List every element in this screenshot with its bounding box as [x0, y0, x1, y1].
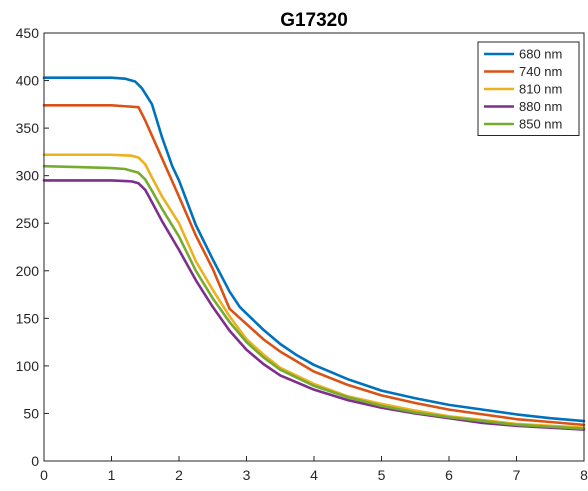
- y-tick-label: 250: [16, 215, 40, 231]
- x-tick-label: 1: [108, 467, 116, 483]
- y-tick-label: 350: [16, 120, 40, 136]
- legend-label: 680 nm: [519, 47, 562, 62]
- y-tick-label: 0: [31, 453, 39, 469]
- x-tick-label: 3: [243, 467, 251, 483]
- x-tick-label: 6: [445, 467, 453, 483]
- y-tick-label: 300: [16, 168, 40, 184]
- series-layer: [42, 76, 586, 431]
- series-line-0: [42, 76, 586, 423]
- y-tick-label: 450: [16, 25, 40, 41]
- series-line-1: [42, 103, 586, 427]
- legend-label: 880 nm: [519, 99, 562, 114]
- x-tick-label: 8: [580, 467, 588, 483]
- y-tick-label: 200: [16, 263, 40, 279]
- legend-label: 740 nm: [519, 64, 562, 79]
- chart-title: G17320: [280, 10, 348, 31]
- y-axis: 0 50 100 150 200 250 300 350 400 450: [16, 25, 49, 469]
- y-tick-label: 150: [16, 310, 40, 326]
- x-tick-label: 5: [378, 467, 386, 483]
- y-tick-label: 100: [16, 358, 40, 374]
- legend: 680 nm 740 nm 810 nm 880 nm 850 nm: [477, 41, 580, 136]
- y-tick-label: 50: [23, 405, 39, 421]
- series-line-4: [42, 164, 586, 430]
- legend-label: 850 nm: [519, 117, 562, 132]
- x-tick-label: 7: [513, 467, 521, 483]
- x-tick-label: 2: [175, 467, 183, 483]
- x-tick-label: 4: [310, 467, 318, 483]
- x-axis: 0 1 2 3 4 5 6 7 8: [40, 456, 588, 483]
- legend-label: 810 nm: [519, 82, 562, 97]
- x-tick-label: 0: [40, 467, 48, 483]
- y-tick-label: 400: [16, 73, 40, 89]
